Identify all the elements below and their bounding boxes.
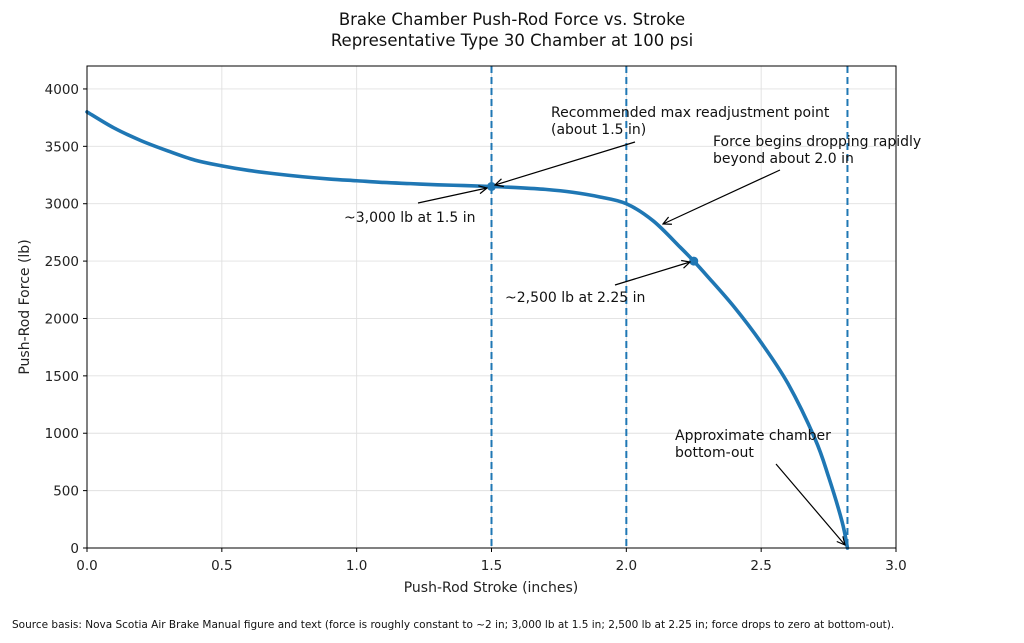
y-axis: 0 500 1000 1500 2000 2500 3000 3500 4000: [45, 82, 87, 557]
y-tick-label: 0: [70, 541, 79, 557]
x-tick-label: 0.5: [211, 558, 232, 574]
reference-lines: [490, 66, 849, 548]
annotation-2500lb: ~2,500 lb at 2.25 in: [505, 262, 690, 306]
y-tick-label: 1500: [45, 369, 79, 385]
x-tick-label: 1.0: [346, 558, 367, 574]
y-tick-label: 1000: [45, 426, 79, 442]
annotation-2500lb-text: ~2,500 lb at 2.25 in: [505, 290, 645, 306]
y-tick-label: 3500: [45, 139, 79, 155]
annotation-3000lb-text: ~3,000 lb at 1.5 in: [344, 210, 475, 226]
x-tick-label: 1.5: [481, 558, 502, 574]
data-point-marker: [689, 256, 699, 266]
x-tick-label: 2.5: [750, 558, 771, 574]
annotation-bottom-out: Approximate chamber bottom-out: [675, 428, 845, 545]
y-tick-label: 4000: [45, 82, 79, 98]
chart-title-line2: Representative Type 30 Chamber at 100 ps…: [330, 31, 694, 50]
annotation-bottom-out-line1: Approximate chamber: [675, 428, 831, 444]
annotation-readjustment: Recommended max readjustment point (abou…: [495, 105, 830, 185]
y-tick-label: 3000: [45, 197, 79, 213]
chart-title-line1: Brake Chamber Push-Rod Force vs. Stroke: [338, 10, 686, 29]
annotation-dropping-line1: Force begins dropping rapidly: [713, 134, 921, 150]
annotation-bottom-out-line2: bottom-out: [675, 445, 754, 461]
data-point-marker: [487, 182, 496, 191]
y-tick-label: 2000: [45, 311, 79, 327]
annotation-readjustment-line1: Recommended max readjustment point: [551, 105, 830, 121]
annotation-dropping-line2: beyond about 2.0 in: [713, 151, 854, 167]
force-curve: [85, 110, 850, 550]
source-note: Source basis: Nova Scotia Air Brake Manu…: [12, 619, 895, 631]
y-tick-label: 2500: [45, 254, 79, 270]
chart-title: Brake Chamber Push-Rod Force vs. Stroke …: [0, 9, 1024, 51]
y-axis-label: Push-Rod Force (lb): [17, 239, 33, 374]
x-tick-label: 3.0: [885, 558, 906, 574]
x-axis-label: Push-Rod Stroke (inches): [404, 580, 579, 596]
x-tick-label: 2.0: [616, 558, 637, 574]
data-markers: [487, 182, 699, 266]
annotation-dropping: Force begins dropping rapidly beyond abo…: [663, 134, 921, 224]
annotation-3000lb: ~3,000 lb at 1.5 in: [344, 188, 487, 226]
y-tick-label: 500: [53, 484, 79, 500]
x-axis: 0.0 0.5 1.0 1.5 2.0 2.5 3.0: [76, 548, 907, 574]
annotation-readjustment-line2: (about 1.5 in): [551, 122, 646, 138]
x-tick-label: 0.0: [76, 558, 97, 574]
